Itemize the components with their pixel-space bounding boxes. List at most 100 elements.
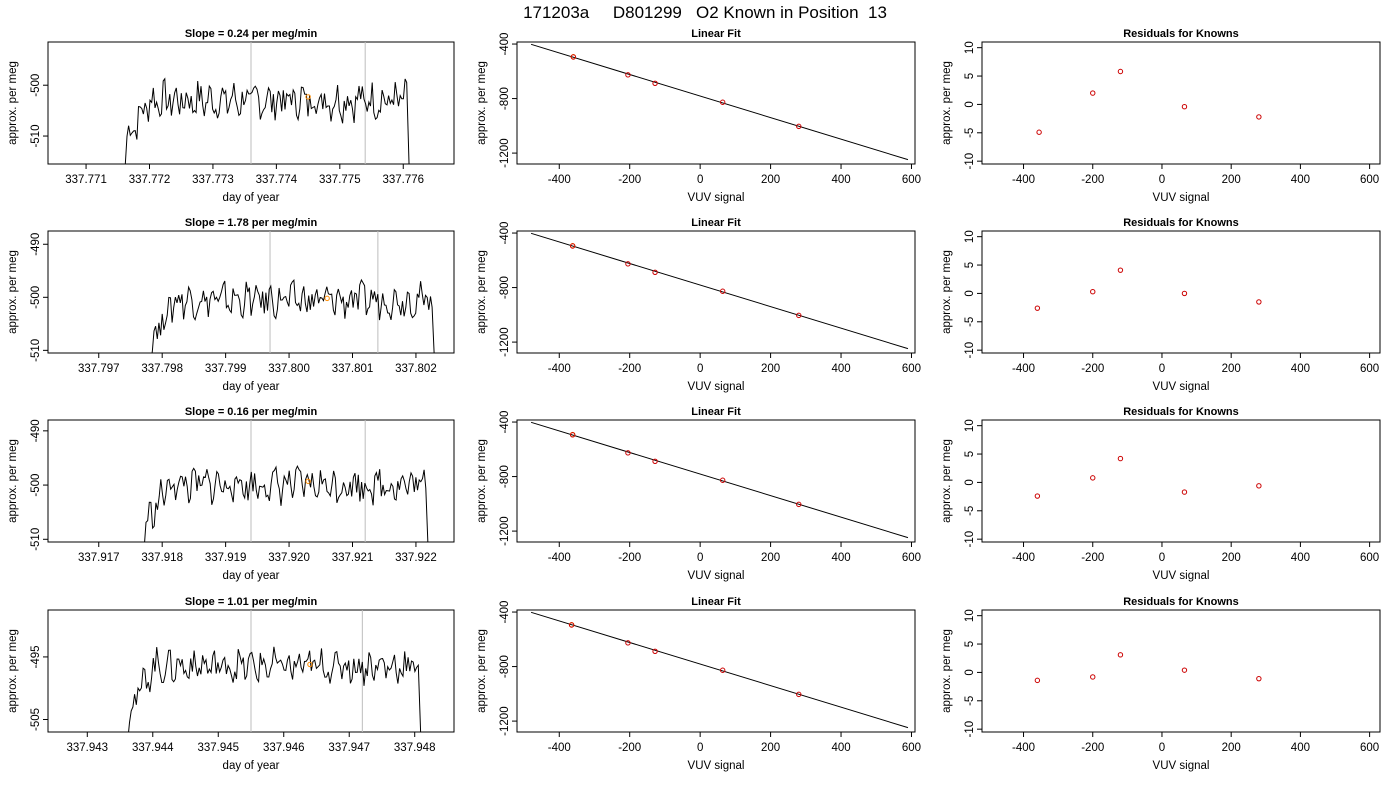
- fit-point: [625, 450, 631, 456]
- x-tick-label: 200: [761, 174, 780, 186]
- x-axis-label: VUV signal: [1153, 192, 1210, 204]
- y-tick-label: 10: [964, 419, 976, 432]
- y-axis-label: approx. per meg: [476, 250, 488, 334]
- x-axis-label: VUV signal: [688, 381, 745, 393]
- y-tick-label: -500: [30, 74, 42, 97]
- y-tick-label: -10: [964, 721, 976, 738]
- y-tick-label: -5: [964, 696, 976, 706]
- x-tick-label: 200: [761, 363, 780, 375]
- x-tick-label: 337.775: [319, 174, 361, 186]
- fit-point: [569, 243, 576, 249]
- x-tick-label: 0: [1159, 363, 1165, 375]
- x-tick-label: 200: [761, 552, 780, 564]
- signal-trace: [144, 465, 429, 542]
- x-tick-label: 337.799: [205, 363, 247, 375]
- x-tick-label: 200: [1222, 363, 1241, 375]
- residual-point: [1034, 493, 1041, 499]
- y-tick-label: 0: [964, 101, 976, 107]
- residual-point: [1181, 103, 1188, 110]
- x-tick-label: 337.922: [395, 552, 437, 564]
- fit-point: [652, 80, 658, 87]
- y-tick-label: -10: [964, 153, 976, 170]
- x-axis-label: VUV signal: [688, 760, 745, 772]
- plot-frame: [516, 230, 916, 354]
- x-tick-label: 200: [1222, 552, 1241, 564]
- fit-line: [530, 611, 909, 729]
- signal-trace: [128, 646, 422, 732]
- x-tick-label: 400: [1291, 363, 1310, 375]
- x-axis-label: day of year: [223, 570, 280, 582]
- x-axis-label: day of year: [223, 381, 280, 393]
- y-tick-label: -510: [30, 339, 42, 362]
- y-tick-label: -800: [499, 87, 511, 110]
- signal-trace: [124, 77, 410, 164]
- x-axis-label: VUV signal: [688, 570, 745, 582]
- residual-point: [1117, 455, 1124, 462]
- x-tick-label: -400: [1012, 363, 1035, 375]
- x-tick-label: 0: [697, 742, 703, 754]
- fit-point: [625, 640, 631, 646]
- y-tick-label: 5: [964, 641, 976, 647]
- x-tick-label: 337.772: [129, 174, 171, 186]
- y-axis-label: approx. per meg: [941, 250, 953, 334]
- plot-title: Slope = 1.78 per meg/min: [185, 217, 318, 229]
- x-tick-label: 600: [902, 552, 921, 564]
- x-tick-label: 600: [902, 742, 921, 754]
- x-tick-label: 200: [1222, 174, 1241, 186]
- fit-point: [719, 667, 726, 673]
- fit-point: [652, 269, 658, 276]
- x-tick-label: 400: [1291, 174, 1310, 186]
- x-tick-label: 337.919: [205, 552, 247, 564]
- y-tick-label: -500: [30, 286, 42, 309]
- residual-point: [1090, 475, 1096, 481]
- plot-frame: [516, 41, 916, 165]
- residual-point: [1034, 305, 1041, 311]
- residual-point: [1117, 652, 1124, 658]
- fit-point: [652, 648, 658, 655]
- x-tick-label: 337.945: [197, 742, 239, 754]
- y-tick-label: -400: [499, 33, 511, 56]
- plot-title: Slope = 0.16 per meg/min: [185, 406, 318, 418]
- x-axis-label: VUV signal: [688, 192, 745, 204]
- y-tick-label: -400: [499, 411, 511, 434]
- fit-point: [569, 432, 576, 438]
- y-tick-label: -1200: [499, 516, 511, 545]
- y-axis-label: approx. per meg: [7, 629, 19, 713]
- x-tick-label: 337.774: [256, 174, 298, 186]
- fit-point: [719, 477, 726, 483]
- y-tick-label: -5: [964, 506, 976, 516]
- plot-title: Linear Fit: [691, 596, 741, 608]
- fit-line: [530, 43, 909, 161]
- y-tick-label: -10: [964, 531, 976, 548]
- y-tick-label: -800: [499, 655, 511, 678]
- y-axis-label: approx. per meg: [941, 61, 953, 145]
- plot-frame: [981, 41, 1381, 165]
- x-axis-label: VUV signal: [1153, 381, 1210, 393]
- x-tick-label: -400: [548, 174, 571, 186]
- x-tick-label: -200: [1081, 174, 1104, 186]
- x-tick-label: 400: [1291, 742, 1310, 754]
- x-tick-label: 337.943: [67, 742, 109, 754]
- y-tick-label: 0: [964, 290, 976, 296]
- x-tick-label: 400: [831, 742, 850, 754]
- y-tick-label: 5: [964, 73, 976, 79]
- x-tick-label: -200: [1081, 552, 1104, 564]
- signal-trace: [151, 278, 435, 353]
- plot-title: Residuals for Knowns: [1123, 217, 1239, 229]
- x-tick-label: 0: [1159, 742, 1165, 754]
- x-tick-label: 0: [1159, 552, 1165, 564]
- mean-marker: [305, 94, 311, 100]
- x-tick-label: 337.800: [268, 363, 310, 375]
- residual-point: [1256, 483, 1262, 489]
- x-tick-label: 0: [697, 174, 703, 186]
- y-tick-label: -5: [964, 317, 976, 327]
- x-tick-label: 337.946: [263, 742, 305, 754]
- plot-title: Slope = 1.01 per meg/min: [185, 596, 318, 608]
- residual-point: [1117, 267, 1124, 273]
- residual-point: [1034, 677, 1041, 684]
- residuals-panel-3: Residuals for Knowns -400 -200 0 200 400 600 -1…: [941, 406, 1381, 582]
- x-axis-label: VUV signal: [1153, 760, 1210, 772]
- y-axis-label: approx. per meg: [476, 61, 488, 145]
- x-tick-label: -400: [1012, 552, 1035, 564]
